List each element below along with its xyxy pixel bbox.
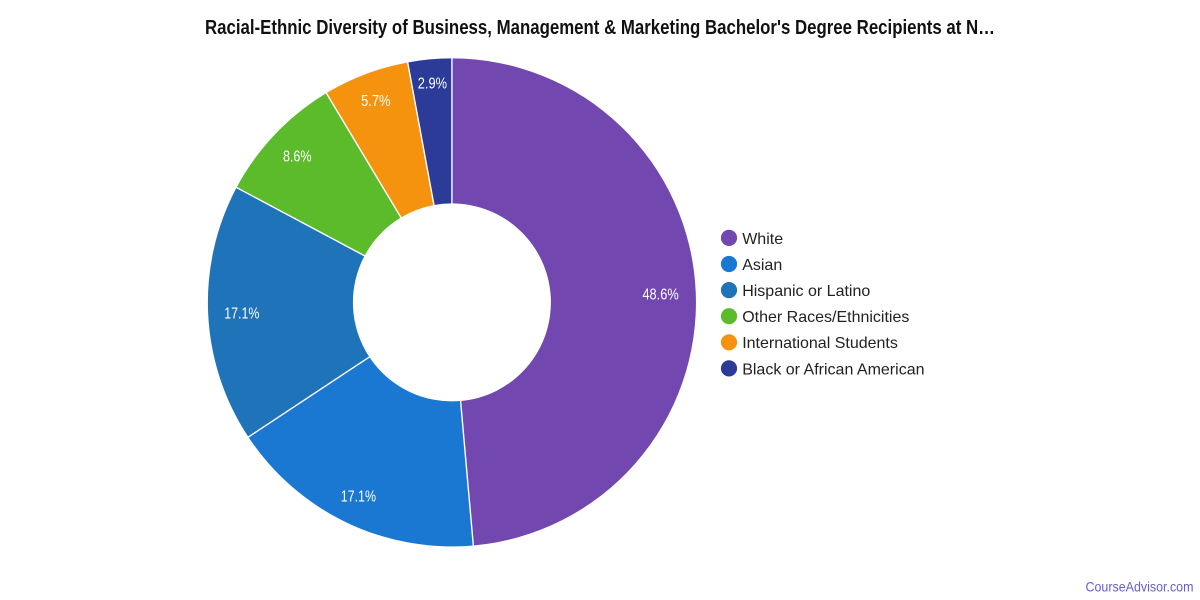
svg-text:17.1%: 17.1% — [341, 489, 376, 506]
svg-text:CourseAdvisor.com: CourseAdvisor.com — [1086, 579, 1194, 595]
svg-text:Asian: Asian — [742, 257, 782, 274]
svg-text:Racial-Ethnic Diversity of Bus: Racial-Ethnic Diversity of Business, Man… — [205, 17, 995, 39]
svg-text:White: White — [742, 231, 783, 248]
svg-text:Hispanic or Latino: Hispanic or Latino — [742, 283, 870, 300]
svg-text:Black or African American: Black or African American — [742, 361, 924, 378]
svg-text:Other Races/Ethnicities: Other Races/Ethnicities — [742, 309, 909, 326]
svg-text:5.7%: 5.7% — [361, 93, 391, 110]
svg-text:8.6%: 8.6% — [283, 148, 312, 165]
svg-text:International Students: International Students — [742, 335, 898, 352]
svg-text:48.6%: 48.6% — [642, 287, 678, 304]
svg-text:17.1%: 17.1% — [224, 305, 259, 322]
svg-text:2.9%: 2.9% — [418, 75, 447, 92]
